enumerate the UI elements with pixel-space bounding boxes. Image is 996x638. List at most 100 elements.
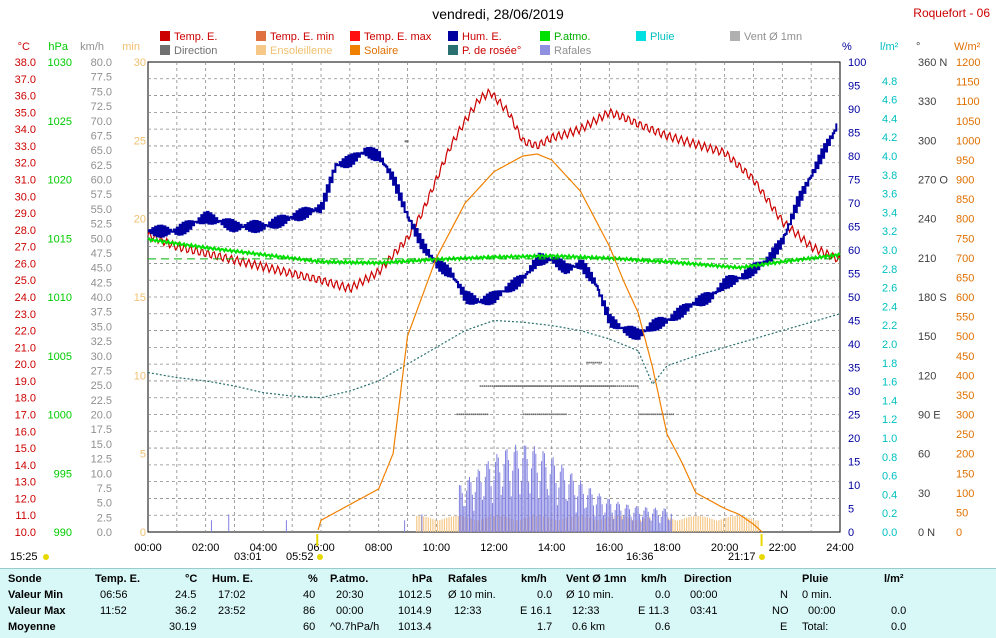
direction-dot — [563, 413, 565, 416]
direction-dot — [611, 385, 613, 387]
axis-tick-temp: 38.0 — [15, 57, 36, 69]
axis-unit-rain: l/m² — [880, 41, 899, 53]
axis-tick-hum: 75 — [848, 175, 860, 187]
sunshine-bar — [709, 518, 711, 532]
sunshine-bar — [692, 516, 695, 532]
axis-tick-wind: 0.0 — [97, 527, 112, 539]
direction-dot — [552, 385, 555, 387]
direction-dot — [613, 385, 615, 387]
axis-tick-temp: 35.0 — [15, 107, 36, 119]
sunshine-bar — [752, 519, 755, 532]
direction-dot — [602, 385, 605, 387]
direction-dot — [546, 385, 549, 387]
legend-label: Temp. E. min — [270, 31, 335, 43]
axis-tick-dir: 0 N — [918, 527, 935, 539]
direction-dot — [458, 413, 461, 416]
direction-dot — [474, 413, 477, 416]
axis-tick-press: 1030 — [48, 57, 72, 69]
axis-tick-rain: 4.8 — [882, 76, 897, 88]
stats-gust-max: E 16.1 — [520, 605, 552, 617]
sunshine-bar — [616, 516, 619, 532]
axis-tick-press: 1015 — [48, 233, 72, 245]
axis-tick-hum: 85 — [848, 128, 860, 140]
sunshine-bar — [676, 520, 679, 532]
direction-dot — [574, 385, 577, 387]
sun-dot — [43, 554, 49, 560]
direction-dot — [600, 361, 602, 364]
sunshine-bar — [704, 516, 706, 532]
stats-hum-max: 86 — [303, 605, 316, 617]
direction-dot — [540, 413, 543, 416]
direction-dot — [460, 413, 463, 416]
axis-tick-solar: 250 — [956, 429, 974, 441]
axis-unit-solar: W/m² — [954, 41, 981, 53]
station-name: Roquefort - 06 — [913, 6, 990, 20]
axis-tick-dir: 60 — [918, 449, 930, 461]
sunshine-bar — [501, 516, 503, 532]
stats-press-min-time: 20:30 — [336, 589, 364, 601]
axis-tick-solar: 1050 — [956, 116, 980, 128]
sunshine-bar — [439, 520, 441, 532]
axis-tick-rain: 0.8 — [882, 452, 897, 464]
direction-dot — [594, 361, 596, 364]
axis-tick-solar: 900 — [956, 175, 974, 187]
axis-tick-wind: 67.5 — [91, 130, 112, 142]
direction-dot — [598, 385, 601, 387]
stats-temp-max: 36.2 — [175, 605, 197, 617]
axis-tick-dir: 90 E — [918, 410, 941, 422]
axis-tick-sun: 15 — [134, 292, 146, 304]
direction-dot — [584, 385, 587, 387]
sunshine-bar — [672, 519, 674, 532]
direction-dot — [630, 385, 633, 387]
legend-swatch — [540, 45, 550, 55]
direction-dot — [670, 413, 673, 416]
sunshine-bar — [543, 516, 545, 532]
axis-tick-temp: 26.0 — [15, 258, 36, 270]
sunshine-bar — [513, 519, 515, 532]
direction-dot — [622, 385, 625, 387]
sunshine-bar — [718, 520, 720, 532]
stats-hum-unit: % — [308, 573, 318, 585]
direction-dot — [590, 385, 593, 387]
stats-rain-total-label: Total: — [802, 621, 829, 633]
axis-tick-wind: 2.5 — [97, 512, 112, 524]
marker-left-time: 15:25 — [10, 551, 38, 563]
axis-tick-solar: 150 — [956, 468, 974, 480]
stats-wind-avg: 0.6 — [655, 621, 671, 633]
axis-tick-rain: 0.4 — [882, 489, 897, 501]
legend-item: P. de rosée° — [448, 45, 521, 57]
direction-dot — [530, 413, 533, 416]
marker-sunset: 21:17 — [728, 551, 756, 563]
sunshine-bar — [669, 518, 672, 532]
series-line — [147, 87, 841, 294]
series-line — [148, 123, 838, 340]
direction-dot — [470, 413, 473, 416]
direction-dot — [556, 385, 559, 387]
direction-dot — [561, 413, 563, 416]
axis-tick-temp: 33.0 — [15, 141, 36, 153]
axis-tick-solar: 950 — [956, 155, 974, 167]
axis-tick-wind: 37.5 — [91, 307, 112, 319]
weather-chart: 38.0 37.0 36.0 35.0 34.0 33.0 32.0 31.0 30.0 29.0… — [10, 41, 981, 563]
axis-tick-wind: 15.0 — [91, 439, 112, 451]
axis-tick-rain: 2.0 — [882, 339, 897, 351]
direction-dot — [592, 385, 595, 387]
sunshine-bar — [570, 516, 572, 532]
axis-tick-wind: 65.0 — [91, 145, 112, 157]
axis-tick-wind: 57.5 — [91, 189, 112, 201]
axis-tick-wind: 75.0 — [91, 86, 112, 98]
axis-tick-dir: 240 — [918, 214, 936, 226]
axis-tick-rain: 3.6 — [882, 189, 897, 201]
axis-tick-press: 1025 — [48, 116, 72, 128]
direction-dot — [464, 413, 467, 416]
direction-dot — [544, 385, 547, 387]
axis-tick-solar: 1200 — [956, 57, 980, 69]
sunshine-bar — [706, 517, 708, 532]
stats-rain-max-time: 00:00 — [808, 605, 836, 617]
sunshine-bar — [711, 518, 713, 532]
legend-swatch — [448, 45, 458, 55]
stats-rain-unit: l/m² — [884, 573, 904, 585]
direction-dot — [516, 385, 518, 387]
axis-tick-hum: 70 — [848, 198, 860, 210]
axis-tick-rain: 1.0 — [882, 433, 897, 445]
